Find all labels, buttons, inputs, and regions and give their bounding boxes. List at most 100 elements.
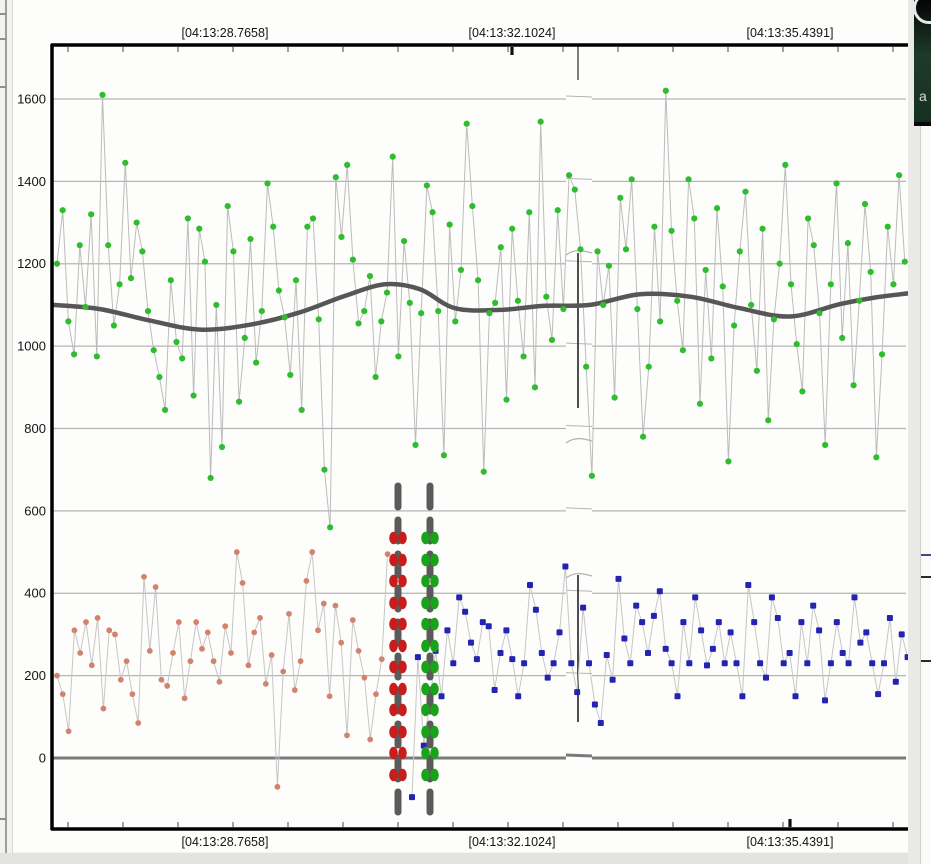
data-point — [190, 392, 197, 399]
data-point — [548, 336, 556, 344]
marker-dot[interactable] — [389, 768, 398, 782]
marker-dot[interactable] — [389, 617, 398, 631]
marker-dot[interactable] — [430, 617, 439, 631]
marker-dot[interactable] — [389, 531, 398, 545]
marker-dot[interactable] — [430, 639, 439, 653]
data-point — [550, 660, 557, 667]
background-window-right — [921, 0, 931, 864]
data-point — [83, 619, 89, 625]
marker-dot[interactable] — [398, 703, 407, 717]
marker-dot[interactable] — [398, 639, 407, 653]
connector-line — [411, 566, 909, 798]
marker-dot[interactable] — [430, 725, 439, 739]
data-point — [651, 223, 658, 230]
data-point — [70, 351, 78, 358]
data-point — [594, 248, 601, 255]
marker-dot[interactable] — [389, 574, 398, 588]
data-point — [497, 649, 504, 656]
marker-dot[interactable] — [421, 574, 430, 588]
marker-dot[interactable] — [421, 617, 430, 631]
marker-dot[interactable] — [389, 639, 398, 653]
marker-dot[interactable] — [398, 660, 407, 674]
data-point — [745, 582, 752, 589]
data-point — [446, 221, 453, 228]
data-point — [175, 619, 182, 625]
marker-dot[interactable] — [398, 746, 407, 760]
data-point — [332, 174, 339, 181]
data-point — [456, 594, 463, 601]
marker-dot[interactable] — [389, 596, 398, 610]
marker-dot[interactable] — [430, 596, 439, 610]
marker-dot[interactable] — [430, 746, 439, 760]
data-point — [662, 87, 669, 94]
connector-line — [56, 552, 389, 787]
data-point — [719, 283, 726, 290]
marker-dot[interactable] — [389, 725, 398, 739]
data-point — [135, 720, 142, 726]
marker-dot[interactable] — [430, 531, 439, 545]
data-point — [309, 549, 316, 555]
event-marker-red[interactable] — [389, 482, 407, 816]
marker-dot[interactable] — [421, 746, 430, 760]
marker-dot[interactable] — [389, 553, 398, 567]
marker-dot[interactable] — [430, 660, 439, 674]
data-point — [520, 353, 527, 360]
data-point — [827, 660, 834, 667]
marker-dot[interactable] — [421, 553, 430, 567]
data-point — [224, 202, 231, 210]
data-point — [355, 320, 362, 327]
data-point — [786, 649, 793, 656]
marker-dot[interactable] — [421, 725, 430, 739]
data-point — [474, 277, 482, 284]
marker-dot[interactable] — [398, 553, 407, 567]
marker-dot[interactable] — [398, 768, 407, 782]
data-point — [233, 549, 240, 555]
marker-dot[interactable] — [389, 682, 398, 696]
marker-dot[interactable] — [398, 574, 407, 588]
data-point — [609, 676, 616, 683]
marker-dot[interactable] — [421, 660, 430, 674]
data-point — [833, 180, 840, 187]
data-point — [245, 662, 252, 669]
marker-dot[interactable] — [430, 574, 439, 588]
data-point — [384, 551, 391, 558]
y-tick-label: 200 — [24, 668, 46, 683]
marker-dot[interactable] — [421, 596, 430, 610]
marker-dot[interactable] — [389, 660, 398, 674]
marker-dot[interactable] — [421, 703, 430, 717]
marker-dot[interactable] — [389, 703, 398, 717]
marker-dot[interactable] — [398, 682, 407, 696]
marker-dot[interactable] — [421, 768, 430, 782]
marker-dot[interactable] — [398, 531, 407, 545]
y-tick-label: 0 — [39, 751, 46, 766]
data-point — [222, 623, 229, 630]
marker-dot[interactable] — [389, 746, 398, 760]
series-connector-lower-left-raw — [56, 552, 389, 787]
data-point — [725, 458, 732, 465]
data-point — [503, 396, 510, 403]
data-point — [497, 244, 504, 251]
event-marker-green[interactable] — [421, 482, 439, 816]
marker-dot[interactable] — [421, 682, 430, 696]
data-point — [457, 266, 465, 274]
marker-dot[interactable] — [398, 617, 407, 631]
data-point — [621, 635, 628, 642]
marker-dot[interactable] — [398, 725, 407, 739]
data-point — [383, 289, 391, 296]
marker-dot[interactable] — [430, 768, 439, 782]
marker-dot[interactable] — [421, 531, 430, 545]
marker-dot[interactable] — [430, 682, 439, 696]
marker-dot[interactable] — [398, 596, 407, 610]
data-point — [560, 305, 567, 313]
data-point — [173, 338, 180, 346]
data-point — [583, 363, 590, 370]
data-point — [320, 600, 327, 607]
marker-dot[interactable] — [421, 639, 430, 653]
marker-dot[interactable] — [430, 703, 439, 717]
marker-dot[interactable] — [430, 553, 439, 567]
data-point — [857, 639, 864, 646]
data-point — [105, 242, 112, 249]
data-point — [406, 299, 413, 306]
data-point — [239, 580, 246, 586]
